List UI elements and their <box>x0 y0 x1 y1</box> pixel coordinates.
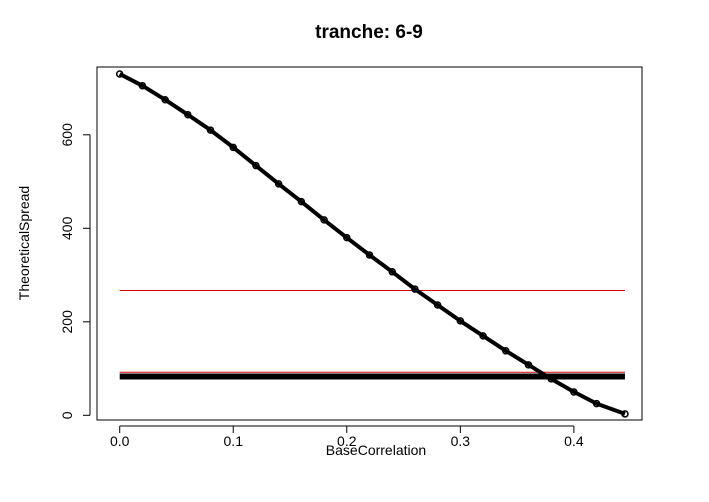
series-layer <box>115 70 629 418</box>
data-point <box>184 110 192 119</box>
data-point <box>524 361 533 369</box>
data-point <box>621 410 629 418</box>
data-point <box>570 388 578 396</box>
y-tick-label: 0 <box>59 411 75 419</box>
data-point <box>547 375 555 383</box>
data-point <box>388 268 396 276</box>
data-point <box>229 143 237 152</box>
y-axis-label: TheoreticalSpread <box>16 186 32 300</box>
data-point <box>297 197 306 206</box>
data-point <box>433 301 442 309</box>
y-tick-label: 400 <box>59 216 75 240</box>
x-axis: 0.0 0.1 0.2 0.3 0.4 <box>110 425 584 449</box>
x-tick-label: 0.2 <box>337 433 357 449</box>
y-tick-label: 600 <box>59 123 75 147</box>
data-point <box>479 332 487 340</box>
x-tick-label: 0.0 <box>110 433 130 449</box>
data-point <box>252 161 260 170</box>
data-point <box>274 180 283 188</box>
data-point <box>206 126 215 134</box>
y-tick-label: 200 <box>59 310 75 334</box>
data-point <box>592 399 601 408</box>
data-point <box>161 95 169 104</box>
data-point <box>456 317 465 325</box>
x-tick-label: 0.4 <box>564 433 584 449</box>
y-axis: 0 200 400 600 <box>59 123 91 419</box>
data-point <box>320 216 328 224</box>
x-tick-label: 0.1 <box>224 433 244 449</box>
data-point <box>115 70 124 78</box>
plot-frame <box>96 66 643 421</box>
data-point <box>365 251 374 259</box>
x-axis-label: BaseCorrelation <box>326 442 426 458</box>
data-point <box>411 285 419 293</box>
data-point <box>343 233 351 242</box>
series-line <box>118 72 626 416</box>
data-point <box>138 81 147 90</box>
data-point <box>502 347 510 355</box>
chart-title: tranche: 6-9 <box>315 22 423 43</box>
x-tick-label: 0.3 <box>451 433 471 449</box>
